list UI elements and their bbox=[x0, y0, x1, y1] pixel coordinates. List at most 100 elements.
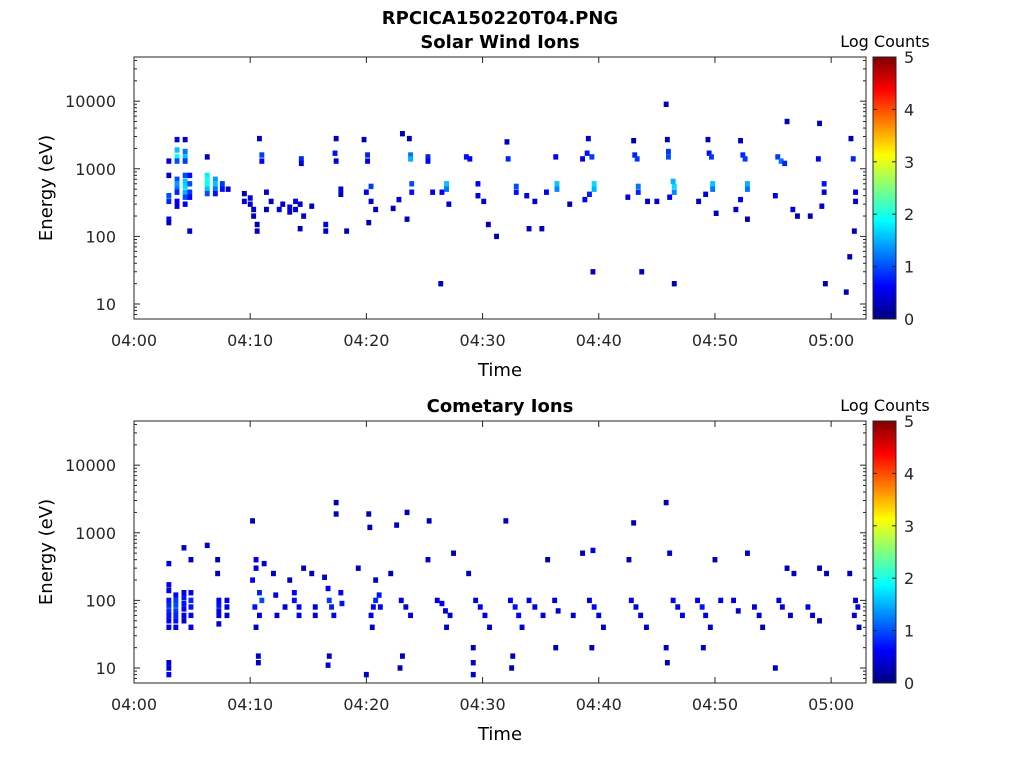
heatmap-cell bbox=[817, 618, 822, 624]
heatmap-cell bbox=[241, 198, 247, 205]
heatmap-cell bbox=[188, 590, 194, 596]
heatmap-cell bbox=[513, 189, 519, 195]
plot-area bbox=[134, 421, 866, 683]
heatmap-cell bbox=[822, 281, 828, 287]
heatmap-cell bbox=[664, 136, 670, 143]
heatmap-cell bbox=[173, 592, 179, 598]
heatmap-cell bbox=[426, 518, 432, 524]
heatmap-cell bbox=[373, 206, 379, 213]
heatmap-cell bbox=[553, 154, 559, 160]
heatmap-cell bbox=[280, 201, 286, 207]
heatmap-cell bbox=[408, 612, 413, 619]
heatmap-cell bbox=[173, 608, 179, 614]
heatmap-cell bbox=[298, 160, 304, 167]
heatmap-cell bbox=[174, 147, 180, 153]
y-tick-label: 10 bbox=[96, 659, 116, 678]
heatmap-cell bbox=[204, 176, 210, 182]
heatmap-cell bbox=[430, 189, 436, 195]
colorbar-tick-label: 2 bbox=[904, 569, 914, 588]
heatmap-cell bbox=[166, 193, 172, 199]
heatmap-cell bbox=[253, 557, 259, 563]
colorbar bbox=[872, 420, 897, 684]
heatmap-cell bbox=[756, 612, 762, 619]
heatmap-cell bbox=[473, 597, 479, 604]
heatmap-cell bbox=[216, 602, 222, 608]
heatmap-cell bbox=[166, 198, 172, 205]
heatmap-cell bbox=[333, 158, 339, 164]
heatmap-cell bbox=[187, 181, 193, 187]
heatmap-cell bbox=[710, 186, 716, 192]
heatmap-cell bbox=[526, 597, 532, 604]
colorbar-tick-label: 5 bbox=[904, 412, 914, 431]
heatmap-cell bbox=[212, 176, 218, 182]
heatmap-cell bbox=[446, 201, 452, 207]
heatmap-cell bbox=[485, 221, 491, 228]
y-tick-label: 10000 bbox=[65, 456, 116, 475]
heatmap-cell bbox=[187, 189, 193, 195]
heatmap-cell bbox=[259, 597, 265, 604]
heatmap-cell bbox=[494, 233, 499, 240]
heatmap-cell bbox=[216, 608, 222, 614]
heatmap-cell bbox=[772, 665, 778, 671]
heatmap-cell bbox=[503, 518, 509, 524]
heatmap-cell bbox=[526, 226, 532, 232]
heatmap-cell bbox=[666, 154, 671, 160]
heatmap-cell bbox=[817, 120, 822, 127]
heatmap-cell bbox=[444, 186, 449, 192]
heatmap-cell bbox=[847, 254, 853, 260]
y-axis-label: Energy (eV) bbox=[36, 135, 57, 241]
heatmap-cell bbox=[373, 597, 379, 604]
colorbar-tick-label: 3 bbox=[904, 517, 914, 536]
heatmap-cell bbox=[470, 645, 476, 651]
heatmap-cell bbox=[187, 172, 193, 179]
heatmap-cell bbox=[323, 221, 329, 228]
x-tick-label: 04:30 bbox=[460, 331, 506, 350]
heatmap-cell bbox=[855, 604, 861, 610]
heatmap-cell bbox=[587, 597, 592, 604]
heatmap-cell bbox=[274, 612, 280, 619]
heatmap-cell bbox=[301, 213, 307, 219]
heatmap-cell bbox=[817, 565, 822, 571]
heatmap-cell bbox=[398, 597, 404, 604]
heatmap-cell bbox=[253, 565, 259, 571]
heatmap-cell bbox=[470, 660, 476, 666]
heatmap-cell bbox=[182, 158, 188, 164]
heatmap-cell bbox=[338, 186, 344, 192]
heatmap-cell bbox=[293, 198, 298, 205]
heatmap-cell bbox=[666, 148, 671, 155]
heatmap-cell bbox=[332, 150, 338, 156]
heatmap-cell bbox=[390, 205, 396, 212]
colorbar bbox=[872, 56, 897, 320]
heatmap-cell bbox=[760, 624, 766, 630]
heatmap-cell bbox=[512, 604, 518, 610]
heatmap-cell bbox=[631, 520, 637, 526]
heatmap-cell bbox=[325, 585, 331, 592]
heatmap-cell bbox=[664, 660, 670, 666]
heatmap-cell bbox=[738, 196, 743, 203]
heatmap-cell bbox=[326, 597, 332, 604]
heatmap-cell bbox=[224, 597, 230, 604]
heatmap-cell bbox=[219, 181, 225, 187]
heatmap-cell bbox=[466, 570, 472, 577]
heatmap-cell bbox=[188, 597, 194, 604]
heatmap-cell bbox=[713, 210, 719, 216]
heatmap-cell bbox=[296, 604, 302, 610]
heatmap-cell bbox=[166, 612, 172, 619]
heatmap-cell bbox=[312, 604, 318, 610]
heatmap-cell bbox=[204, 186, 210, 192]
x-axis-label: Time bbox=[477, 360, 522, 381]
heatmap-cell bbox=[408, 152, 413, 158]
axes: 04:00 04:10 04:20 04:30 04:40 04:50 05:00 10 100… bbox=[65, 421, 866, 714]
heatmap-cell bbox=[554, 181, 560, 187]
heatmap-cell bbox=[589, 154, 595, 160]
heatmap-cell bbox=[706, 150, 712, 156]
heatmap-cell bbox=[438, 281, 444, 287]
heatmap-cell bbox=[397, 665, 403, 671]
heatmap-cell bbox=[703, 612, 709, 619]
heatmap-cell bbox=[772, 193, 778, 199]
heatmap-cell bbox=[188, 557, 194, 563]
heatmap-cell bbox=[532, 198, 538, 205]
heatmap-cell bbox=[276, 206, 282, 213]
heatmap-cell bbox=[782, 160, 788, 167]
heatmap-cell bbox=[444, 624, 449, 630]
